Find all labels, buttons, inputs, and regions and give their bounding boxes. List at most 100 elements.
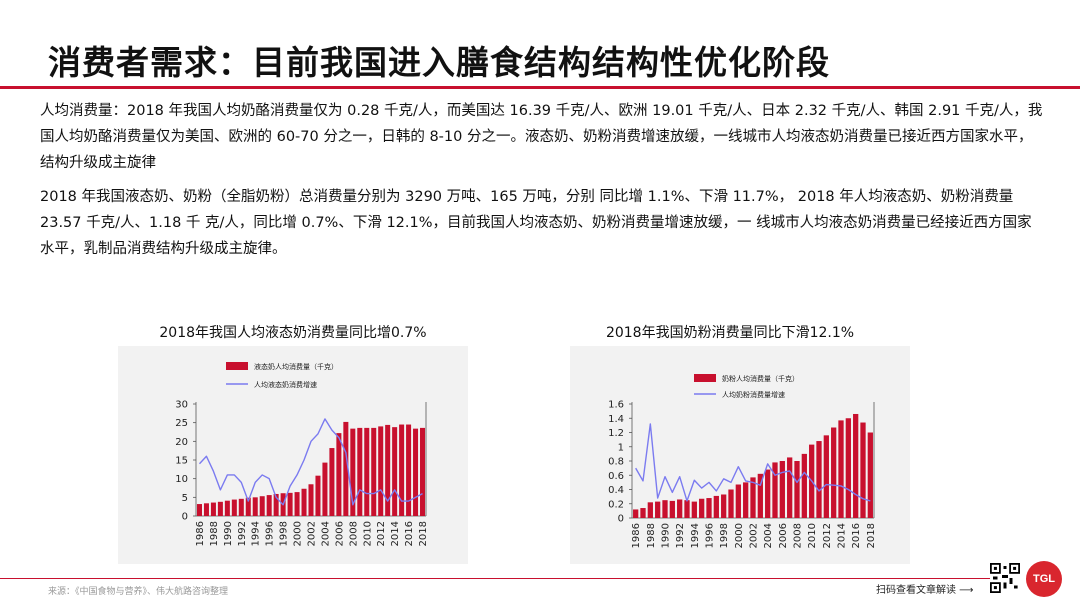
- paragraph-total-consumption: 2018 年我国液态奶、奶粉（全脂奶粉）总消费量分别为 3290 万吨、165 …: [40, 189, 1032, 257]
- bar-1989: [217, 501, 223, 516]
- x-tick-label-1988: 1988: [209, 521, 220, 546]
- y-tick-label: 1: [618, 442, 624, 453]
- bar-1992: [677, 499, 683, 518]
- bar-2002: [308, 484, 314, 516]
- bar-2006: [779, 461, 785, 518]
- bar-1994: [691, 501, 697, 518]
- bar-1999: [728, 489, 734, 518]
- x-tick-label-2008: 2008: [348, 521, 359, 546]
- bar-2014: [838, 420, 844, 518]
- bar-1990: [224, 500, 230, 516]
- y-tick-label: 1.2: [608, 428, 624, 439]
- bar-2012: [823, 435, 829, 518]
- milk-powder-chart-svg: 奶粉人均消费量（千克） 人均奶粉消费量增速 0 0.2 0.4 0.6 0.8 1 1.2 1.4…: [608, 374, 877, 548]
- bar-1988: [210, 502, 216, 516]
- y-tick-label: 0.8: [608, 457, 624, 468]
- x-tick-label-2014: 2014: [390, 521, 401, 546]
- x-tick-label-1986: 1986: [631, 523, 642, 548]
- bar-2002: [750, 477, 756, 518]
- bar-2012: [378, 426, 384, 516]
- bar-1993: [684, 500, 690, 518]
- x-tick-label-2002: 2002: [749, 523, 760, 548]
- x-tick-label-2004: 2004: [763, 523, 774, 548]
- x-tick-label-1990: 1990: [661, 523, 672, 548]
- bar-2018: [867, 432, 873, 518]
- legend-bar-swatch: [226, 362, 248, 370]
- x-tick-label-2010: 2010: [807, 523, 818, 548]
- bar-2001: [743, 482, 749, 519]
- x-tick-label-2012: 2012: [822, 523, 833, 548]
- x-tick-label-1986: 1986: [195, 521, 206, 546]
- bar-2000: [735, 484, 741, 518]
- bar-2016: [853, 413, 859, 518]
- bar-1987: [203, 503, 209, 516]
- liquid-milk-chart: 液态奶人均消费量（千克） 人均液态奶消费增速 0 5 10 15 20 25 30 1986 198…: [118, 346, 468, 564]
- x-tick-label-2014: 2014: [837, 523, 848, 548]
- y-tick-label: 15: [175, 456, 188, 467]
- legend-line-label: 人均奶粉消费量增速: [722, 390, 785, 399]
- qr-code-icon[interactable]: [990, 563, 1020, 593]
- bar-1991: [231, 499, 237, 516]
- bar-1992: [238, 498, 244, 516]
- x-tick-label-1994: 1994: [690, 523, 701, 548]
- x-tick-label-1988: 1988: [646, 523, 657, 548]
- bar-2009: [801, 453, 807, 519]
- y-tick-label: 0.2: [608, 499, 624, 510]
- tgl-logo: TGL: [1026, 561, 1062, 597]
- y-tick-label: 0.4: [608, 485, 624, 496]
- bar-1995: [699, 498, 705, 518]
- bar-2004: [765, 469, 771, 518]
- bar-1994: [252, 497, 258, 516]
- x-tick-label-2004: 2004: [320, 521, 331, 546]
- bar-1997: [713, 495, 719, 518]
- bar-2008: [794, 461, 800, 518]
- chart2-title: 2018年我国奶粉消费量同比下滑12.1%: [605, 325, 855, 341]
- x-tick-label-1998: 1998: [279, 521, 290, 546]
- bar-2007: [343, 421, 349, 516]
- footer-divider: [0, 578, 1000, 579]
- legend-bar-swatch: [694, 374, 716, 382]
- bar-2015: [845, 418, 851, 518]
- liquid-milk-chart-svg: 液态奶人均消费量（千克） 人均液态奶消费增速 0 5 10 15 20 25 30 1986 198…: [175, 362, 429, 546]
- y-tick-label: 1.4: [608, 414, 624, 425]
- milk-powder-chart: 奶粉人均消费量（千克） 人均奶粉消费量增速 0 0.2 0.4 0.6 0.8 1 1.2 1.4…: [570, 346, 910, 564]
- bar-2015: [399, 424, 405, 516]
- x-tick-label-2016: 2016: [851, 523, 862, 548]
- bar-2007: [787, 457, 793, 518]
- x-tick-label-1996: 1996: [265, 521, 276, 546]
- x-tick-label-1990: 1990: [223, 521, 234, 546]
- source-note: 来源：《中国食物与营养》、伟大航路咨询整理: [48, 587, 229, 597]
- bar-2010: [364, 427, 370, 516]
- y-tick-label: 5: [182, 493, 188, 504]
- bar-2013: [831, 427, 837, 518]
- legend-bar-label: 液态奶人均消费量（千克）: [254, 362, 338, 371]
- bar-1986: [196, 504, 202, 516]
- bar-2016: [406, 424, 412, 516]
- bar-1997: [273, 493, 279, 516]
- bar-2004: [322, 462, 328, 516]
- bar-2008: [350, 428, 356, 516]
- bar-2001: [301, 488, 307, 516]
- y-tick-label: 10: [175, 474, 188, 485]
- bar-1991: [669, 500, 675, 518]
- scan-prompt[interactable]: 扫码查看文章解读 ⟶: [876, 585, 974, 596]
- bar-2003: [315, 475, 321, 516]
- bar-2011: [816, 441, 822, 518]
- bar-2011: [371, 427, 377, 516]
- y-tick-label: 30: [175, 400, 188, 411]
- x-tick-label-2018: 2018: [866, 523, 877, 548]
- legend-line-label: 人均液态奶消费增速: [254, 380, 317, 389]
- bar-1986: [633, 509, 639, 518]
- bar-1990: [662, 500, 668, 518]
- bar-2014: [392, 427, 398, 516]
- paragraph-per-capita-consumption: 人均消费量：2018 年我国人均奶酪消费量仅为 0.28 千克/人，而美国达 1…: [40, 103, 1043, 171]
- page-title: 消费者需求：目前我国进入膳食结构结构性优化阶段: [48, 43, 830, 82]
- y-tick-label: 1.6: [608, 400, 624, 411]
- x-tick-label-2018: 2018: [418, 521, 429, 546]
- x-tick-label-2006: 2006: [778, 523, 789, 548]
- bar-1996: [266, 495, 272, 516]
- x-tick-label-2000: 2000: [293, 521, 304, 546]
- bar-2005: [772, 462, 778, 518]
- bar-2017: [860, 422, 866, 518]
- bar-2009: [357, 427, 363, 516]
